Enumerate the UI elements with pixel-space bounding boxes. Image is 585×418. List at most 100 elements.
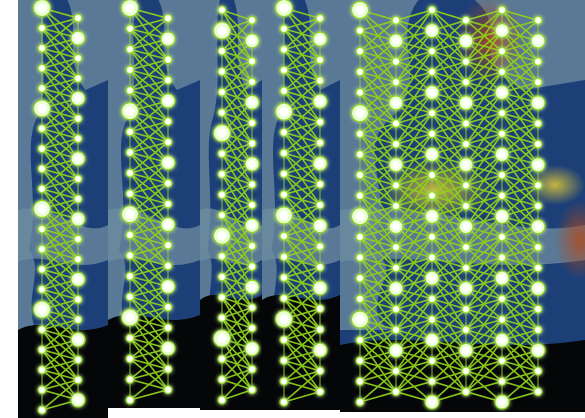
network-edge	[501, 9, 539, 22]
network-edge	[395, 133, 433, 166]
network-edge	[283, 121, 321, 154]
network-nodes	[32, 0, 86, 415]
network-edge	[41, 117, 79, 150]
network-edge	[221, 204, 253, 217]
network-edge	[359, 308, 397, 341]
network-edge	[41, 258, 79, 271]
network-edge	[221, 183, 253, 196]
network-edge	[395, 215, 433, 269]
network-edge	[501, 81, 539, 114]
network-edge	[465, 215, 503, 248]
network-edge	[465, 318, 503, 352]
network-edge	[465, 298, 503, 331]
network-edge	[221, 327, 253, 360]
network-edge	[395, 30, 433, 83]
network-edge	[283, 162, 321, 196]
network-edge	[501, 267, 539, 300]
network-edge	[395, 236, 433, 289]
network-edge	[431, 143, 467, 176]
network-edge	[129, 368, 169, 381]
network-edge	[129, 244, 169, 277]
network-edge	[431, 60, 467, 73]
network-edge	[501, 329, 539, 362]
network-edge	[501, 184, 539, 197]
network-edge	[501, 370, 539, 403]
network-edge	[359, 267, 397, 300]
network-edge	[501, 122, 539, 135]
network-edge	[465, 112, 503, 166]
network-edge	[41, 178, 79, 190]
network-edge	[359, 267, 397, 279]
network-edge	[41, 258, 79, 291]
network-edge	[395, 92, 433, 145]
network-edge	[283, 17, 321, 51]
network-edge	[465, 50, 503, 104]
network-edge	[129, 141, 169, 174]
network-edge	[395, 50, 433, 83]
network-edge	[431, 122, 467, 135]
network-edge	[221, 142, 253, 175]
network-edge	[395, 112, 433, 166]
network-edge	[41, 198, 79, 230]
network-edge	[41, 137, 79, 150]
network-edge	[129, 58, 169, 71]
network-edge	[41, 339, 79, 371]
network-edge	[129, 17, 169, 50]
network-edge	[129, 120, 169, 154]
network-edge	[359, 19, 397, 32]
network-edge	[283, 183, 321, 196]
network-edge	[431, 9, 467, 22]
network-edge	[283, 328, 321, 341]
network-edge	[465, 50, 503, 83]
network-canvas	[262, 0, 340, 410]
network-nodes	[120, 0, 176, 405]
network-edge	[431, 102, 467, 135]
network-edge	[359, 370, 397, 383]
network-edge	[431, 370, 467, 403]
network-edge	[395, 30, 433, 63]
network-edge	[395, 50, 433, 104]
network-edge	[359, 370, 397, 403]
network-edge	[395, 153, 433, 186]
network-edge	[41, 138, 79, 170]
map-background	[262, 0, 340, 410]
network-edge	[465, 71, 503, 104]
network-edge	[41, 379, 79, 411]
network-edge	[465, 174, 503, 228]
network-edge	[395, 318, 433, 352]
network-edge	[395, 256, 433, 290]
network-edge	[465, 133, 503, 186]
network-edge	[501, 102, 539, 135]
network-edge	[359, 329, 397, 362]
network-edge	[465, 277, 503, 331]
network-edge	[465, 257, 503, 310]
network-edge	[129, 100, 169, 133]
network-edge	[501, 164, 539, 197]
network-edge	[283, 370, 321, 403]
network-edge	[465, 9, 503, 22]
network-edge	[41, 17, 79, 29]
network-edge	[129, 224, 169, 257]
network-edge	[465, 339, 503, 372]
network-edge	[395, 298, 433, 331]
network-edge	[501, 184, 539, 217]
network-edge	[395, 257, 433, 310]
network-edge	[465, 133, 503, 166]
network-edge	[465, 30, 503, 83]
network-edge	[283, 245, 321, 279]
network-edge	[283, 59, 321, 71]
network-edge	[395, 236, 433, 269]
network-edge	[431, 19, 467, 52]
network-edge	[41, 238, 79, 270]
network-edge	[431, 308, 467, 341]
network-edge	[129, 79, 169, 92]
network-edge	[359, 246, 397, 259]
network-edge	[129, 182, 169, 195]
network-edge	[465, 195, 503, 248]
network-edge	[395, 215, 433, 248]
network-edge	[283, 59, 321, 92]
network-edge	[431, 60, 467, 94]
network-edge	[465, 339, 503, 393]
network-edge	[359, 329, 397, 341]
network-edge	[501, 246, 539, 259]
